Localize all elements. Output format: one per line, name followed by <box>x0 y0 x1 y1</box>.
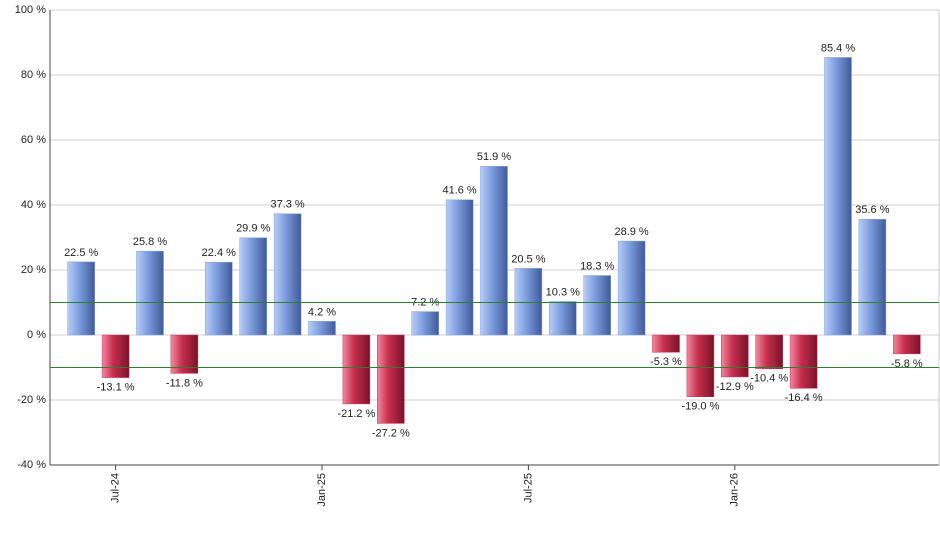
value-label: 85.4 % <box>821 42 855 54</box>
value-label: 41.6 % <box>442 185 476 197</box>
bar <box>824 57 852 336</box>
value-label: -11.8 % <box>166 377 203 389</box>
value-label: 22.5 % <box>64 247 98 259</box>
bar <box>755 334 783 370</box>
value-label: 4.2 % <box>308 306 336 318</box>
bar <box>617 240 646 336</box>
bar <box>342 334 371 405</box>
x-tick-label: Jan-25 <box>316 473 328 507</box>
value-label: 25.8 % <box>133 236 167 248</box>
bar <box>239 237 267 336</box>
value-label: -16.4 % <box>785 392 823 404</box>
bar <box>411 311 439 336</box>
value-label: 37.3 % <box>270 199 304 211</box>
value-label: 35.6 % <box>855 204 889 216</box>
bar <box>67 261 95 336</box>
y-tick-label: -20 % <box>17 394 46 406</box>
bar <box>549 301 577 336</box>
value-label: -21.2 % <box>337 408 375 420</box>
value-label: 29.9 % <box>236 223 270 235</box>
bar <box>583 275 611 336</box>
bar <box>136 250 164 336</box>
y-tick-label: -40 % <box>17 459 46 471</box>
y-tick-label: 40 % <box>21 199 46 211</box>
bar <box>445 199 474 336</box>
bar <box>893 334 921 355</box>
bar <box>858 219 887 336</box>
value-label: 28.9 % <box>614 226 648 238</box>
bar <box>101 334 130 378</box>
bar <box>377 334 405 424</box>
value-label: -5.3 % <box>650 356 682 368</box>
bar <box>480 166 508 336</box>
value-label: 18.3 % <box>580 260 614 272</box>
bar <box>652 334 680 353</box>
bar <box>170 334 199 374</box>
value-label: -13.1 % <box>97 381 135 393</box>
x-tick-label: Jul-24 <box>110 473 122 503</box>
value-label: -27.2 % <box>372 427 410 439</box>
bar <box>789 334 818 389</box>
y-tick-label: 20 % <box>21 264 46 276</box>
value-label: -12.9 % <box>716 381 754 393</box>
value-label: -10.4 % <box>750 373 788 385</box>
value-label: 20.5 % <box>511 253 545 265</box>
bar <box>514 268 543 336</box>
value-label: -19.0 % <box>681 401 719 413</box>
value-label: 22.4 % <box>202 247 236 259</box>
y-tick-label: 80 % <box>21 69 46 81</box>
value-label: 10.3 % <box>546 286 580 298</box>
bar <box>273 213 302 336</box>
bar <box>205 261 233 336</box>
y-tick-label: 0 % <box>27 329 46 341</box>
value-label: 51.9 % <box>477 151 511 163</box>
x-tick-label: Jul-25 <box>522 473 534 503</box>
y-tick-label: 100 % <box>15 4 46 16</box>
bar <box>721 334 749 378</box>
y-tick-label: 60 % <box>21 134 46 146</box>
value-label: -5.8 % <box>891 358 923 370</box>
bar <box>686 334 715 397</box>
bar <box>308 321 336 336</box>
x-tick-label: Jan-26 <box>729 473 741 507</box>
